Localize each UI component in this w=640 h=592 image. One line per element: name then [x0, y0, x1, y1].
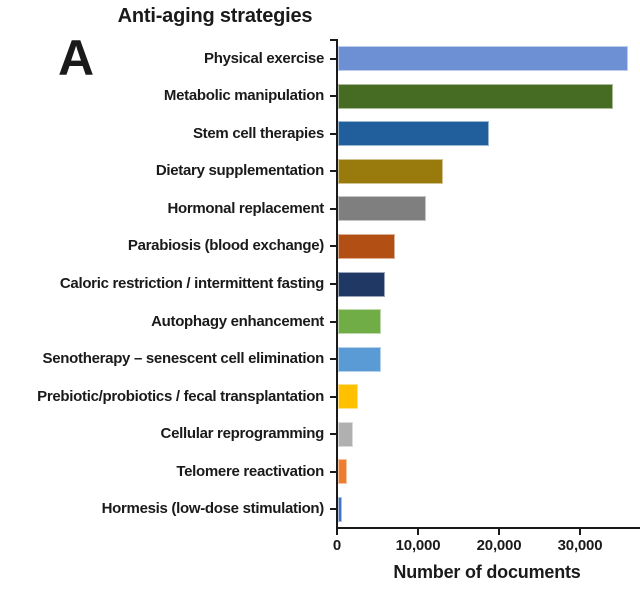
bar: [338, 272, 385, 297]
y-axis-tick: [330, 358, 337, 360]
y-axis-tick: [330, 39, 337, 41]
bar: [338, 196, 426, 221]
category-label: Dietary supplementation: [155, 162, 324, 179]
category-label: Physical exercise: [204, 50, 324, 67]
x-axis-tick: [579, 529, 581, 535]
x-tick-label: 20,000: [476, 537, 522, 554]
x-axis: [336, 527, 640, 529]
x-tick-label: 10,000: [395, 537, 441, 554]
category-label: Hormonal replacement: [167, 200, 324, 217]
y-axis-tick: [330, 433, 337, 435]
category-label: Parabiosis (blood exchange): [127, 237, 324, 254]
x-tick-label: 30,000: [557, 537, 603, 554]
y-axis-tick: [330, 58, 337, 60]
x-tick-label: 0: [332, 537, 342, 554]
y-axis-tick: [330, 170, 337, 172]
y-axis-tick: [330, 508, 337, 510]
bar: [338, 422, 353, 447]
y-axis-tick: [330, 471, 337, 473]
chart-title: Anti-aging strategies: [117, 5, 313, 27]
y-axis: [336, 39, 338, 529]
bar: [338, 46, 628, 71]
y-axis-tick: [330, 283, 337, 285]
y-axis-tick: [330, 245, 337, 247]
x-axis-tick: [498, 529, 500, 535]
bar: [338, 234, 395, 259]
category-label: Stem cell therapies: [192, 125, 324, 142]
y-axis-tick: [330, 396, 337, 398]
bar: [338, 159, 443, 184]
bar: [338, 459, 347, 484]
category-label: Telomere reactivation: [176, 463, 324, 480]
category-label: Metabolic manipulation: [163, 87, 324, 104]
y-axis-tick: [330, 208, 337, 210]
bar: [338, 309, 381, 334]
y-axis-tick: [330, 95, 337, 97]
bar: [338, 84, 613, 109]
y-axis-tick: [330, 133, 337, 135]
category-label: Autophagy enhancement: [151, 313, 324, 330]
x-axis-tick: [417, 529, 419, 535]
panel-label: A: [58, 30, 95, 86]
y-axis-tick: [330, 321, 337, 323]
bar: [338, 384, 358, 409]
x-axis-tick: [336, 529, 338, 535]
bar: [338, 497, 342, 522]
x-axis-title: Number of documents: [393, 562, 581, 582]
category-label: Prebiotic/probiotics / fecal transplanta…: [37, 388, 324, 405]
bar: [338, 347, 381, 372]
category-label: Cellular reprogramming: [160, 425, 325, 442]
category-label: Senotherapy – senescent cell elimination: [42, 350, 325, 367]
bar: [338, 121, 489, 146]
category-label: Hormesis (low-dose stimulation): [101, 500, 325, 517]
category-label: Caloric restriction / intermittent fasti…: [59, 275, 324, 292]
